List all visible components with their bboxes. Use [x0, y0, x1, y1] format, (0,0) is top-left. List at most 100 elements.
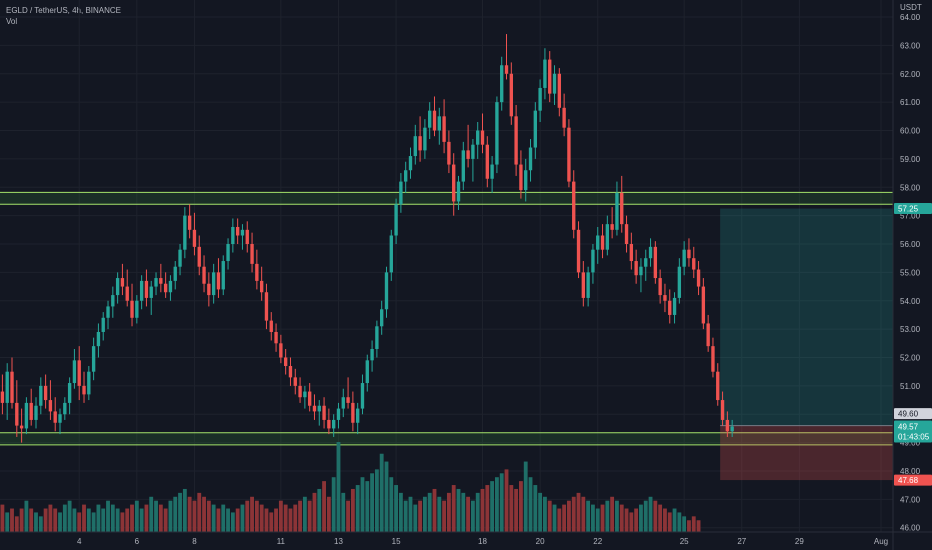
volume-bar: [360, 477, 365, 532]
volume-indicator-label: Vol: [6, 17, 18, 26]
candle-body: [639, 266, 643, 276]
candle-body: [298, 385, 302, 398]
candle-body: [629, 244, 634, 262]
x-tick-label: 18: [478, 537, 487, 546]
volume-bar: [432, 488, 437, 532]
volume-bars: [0, 442, 701, 532]
candle-body: [615, 192, 619, 230]
volume-bar: [14, 516, 19, 532]
volume-bar: [110, 504, 115, 532]
volume-bar: [403, 500, 408, 532]
volume-bar: [48, 504, 53, 532]
candle-body: [365, 360, 369, 384]
candle-body: [389, 235, 393, 273]
candle-body: [72, 360, 77, 384]
y-tick-label: 64.00: [900, 13, 921, 22]
volume-bar: [451, 485, 456, 532]
zone-fill: [0, 432, 893, 445]
candle-body: [557, 73, 562, 108]
candle-body: [490, 164, 494, 179]
volume-bar: [158, 504, 163, 532]
candle-body: [288, 366, 293, 378]
volume-bar: [0, 504, 5, 532]
volume-bar: [350, 488, 355, 532]
currency-label: USDT: [900, 3, 922, 12]
candle-body: [360, 383, 365, 409]
candle-body: [307, 391, 312, 406]
candle-body: [96, 331, 101, 347]
volume-bar: [615, 500, 619, 532]
volume-bar: [667, 512, 672, 532]
volume-bar: [446, 492, 451, 532]
candle-body: [562, 107, 566, 128]
long-position-tool[interactable]: [720, 208, 893, 481]
volume-bar: [552, 504, 557, 532]
candle-body: [663, 295, 667, 301]
volume-bar: [269, 512, 274, 532]
volume-bar: [624, 508, 629, 532]
candle-body: [711, 346, 715, 372]
last-price-tag-bg: [894, 420, 932, 443]
volume-bar: [86, 508, 91, 532]
candle-body: [154, 278, 158, 287]
volume-bar: [370, 473, 375, 532]
volume-bar: [312, 492, 317, 532]
volume-bar: [187, 496, 192, 532]
volume-bar: [115, 508, 120, 532]
candle-body: [720, 400, 725, 420]
volume-bar: [202, 496, 206, 532]
volume-bar: [389, 477, 394, 532]
volume-bar: [53, 508, 58, 532]
candle-body: [264, 292, 269, 321]
candle-body: [375, 326, 379, 349]
volume-bar: [499, 473, 504, 532]
candle-body: [701, 286, 706, 324]
volume-bar: [254, 500, 259, 532]
volume-bar: [82, 504, 86, 532]
volume-bar: [130, 504, 134, 532]
volume-bar: [91, 512, 96, 532]
volume-bar: [374, 469, 379, 532]
volume-bar: [331, 477, 336, 532]
volume-bar: [605, 500, 610, 532]
candle-body: [293, 377, 297, 386]
volume-bar: [475, 492, 480, 532]
y-tick-label: 59.00: [900, 155, 921, 164]
volume-bar: [533, 485, 538, 532]
candle-body: [106, 306, 110, 318]
volume-bar: [278, 500, 283, 532]
candle-body: [485, 144, 489, 179]
candle-body: [548, 59, 552, 94]
volume-bar: [663, 508, 667, 532]
candle-body: [634, 261, 638, 276]
y-tick-label: 60.00: [900, 127, 921, 136]
candle-body: [250, 244, 254, 264]
y-tick-label: 47.00: [900, 495, 921, 504]
candle-body: [202, 266, 206, 284]
volume-bar: [461, 492, 466, 532]
candle-body: [135, 300, 139, 318]
candle-body: [144, 280, 149, 298]
volume-bar: [691, 516, 696, 532]
support-resistance-zones: [0, 191, 893, 446]
volume-bar: [178, 492, 182, 532]
candle-body: [591, 249, 595, 273]
candle-body: [466, 150, 470, 159]
candle-body: [384, 272, 389, 310]
volume-bar: [163, 508, 168, 532]
candle-body: [34, 405, 38, 420]
volume-bar: [288, 508, 293, 532]
volume-bar: [96, 504, 101, 532]
volume-bar: [581, 496, 586, 532]
candle-body: [207, 283, 211, 296]
volume-bar: [307, 500, 312, 532]
volume-bar: [192, 500, 197, 532]
volume-bar: [470, 500, 475, 532]
last-price-tag: 49.57: [898, 422, 919, 431]
x-tick-label: 27: [737, 537, 746, 546]
candle-body: [413, 136, 417, 157]
candle-body: [63, 402, 67, 415]
y-tick-label: 52.00: [900, 354, 921, 363]
